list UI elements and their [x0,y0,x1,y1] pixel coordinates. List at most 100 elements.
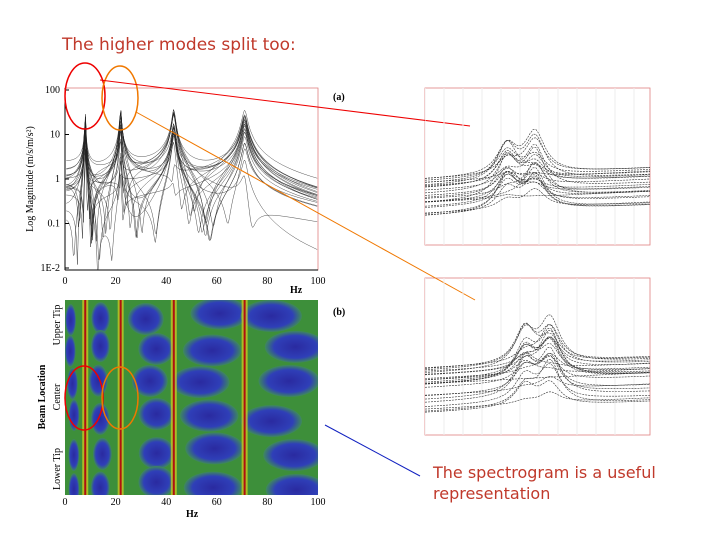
zoom-curve [425,360,650,381]
spectrogram-blob [185,432,244,465]
x-tick-label: 0 [63,497,68,508]
spectrogram-blob [138,437,175,470]
frf-curve [66,125,318,248]
zoom-curve [425,162,650,199]
spectrogram-blob [240,405,303,438]
axis-label: Beam Location [37,364,48,429]
spectrogram-blob [65,335,76,368]
zoom-curve [425,391,650,410]
zoom-curve [425,144,650,194]
spectrogram-blob [190,300,249,330]
x-tick-label: 0 [63,276,68,287]
frf-curve [66,111,318,244]
zoom-plot [424,277,651,436]
mode-line [84,300,87,495]
spectrogram-blob [90,330,110,363]
spectrogram-blob [183,471,243,495]
spectrogram-blob [179,399,239,432]
panel-a: (a) Hz Log Magnitude (m/s/m/s²) 100 10 1 0.… [25,85,345,296]
zoom-curve [425,327,650,385]
spectrogram-blob [182,334,242,367]
zoom-plot [424,87,651,246]
y-tick-label: Lower Tip [52,448,63,490]
zoom-curve [425,343,650,381]
zoom-curve [425,336,650,372]
zoom-curve [425,324,650,368]
caption: representation [433,484,550,503]
zoom-curve [425,352,650,375]
spectrogram-blob [68,439,80,472]
x-tick-label: 40 [161,276,171,287]
y-tick-label: 0.1 [48,219,61,230]
spectrogram-blob [171,366,230,399]
frf-curve [66,118,318,270]
zoom-curve [425,166,650,198]
x-tick-label: 40 [161,497,171,508]
zoom-curve [425,353,650,400]
x-tick-label: 100 [311,497,326,508]
x-tick-label: 60 [212,276,222,287]
axis-label: Hz [186,509,199,520]
zoom-curve [425,358,650,412]
frf-curve [66,127,318,236]
highlight-circle [64,365,104,431]
zoom-curve [425,147,650,203]
spectrogram-blob [263,439,318,472]
frf-curve [66,117,318,241]
zoom-curve [425,363,650,407]
spectrogram-blob [131,364,168,397]
zoom-curve [425,152,650,187]
zoom-curve [425,140,650,183]
connector [324,424,421,477]
frf-curve [66,109,318,220]
caption: The spectrogram is a useful [432,463,656,482]
zoom-curve [425,171,650,196]
spectrogram-blob [91,302,111,335]
zoom-curve [425,323,650,373]
zoom-curve [425,353,650,396]
y-tick-label: Upper Tip [52,305,63,346]
connector [99,79,471,127]
zoom-curve [425,353,650,379]
zoom-curve [425,355,650,388]
mode-line [172,300,175,495]
zoom-curve [425,347,650,403]
zoom-curve [425,336,650,376]
x-tick-label: 20 [111,497,121,508]
highlight-circle [101,65,139,131]
zoom-curve [425,147,650,181]
spectrogram-blob [138,332,175,365]
spectrogram-blob [138,466,175,495]
y-tick-label: 1 [55,174,60,185]
zoom-curve [425,137,650,179]
panel-label: (a) [333,92,345,103]
frf-curve [66,116,318,199]
spectrogram [65,300,318,495]
mode-line [119,300,122,495]
spectrogram-blob [264,330,318,363]
zoom-curves [425,278,650,435]
zoom-curve [425,171,650,207]
zoom-curve [425,171,650,216]
panel-b: (b) Hz Beam Location Upper Tip Center Lowe… [37,300,345,520]
y-tick-label: 1E-2 [41,263,60,274]
connector [135,111,476,301]
y-tick-label: 100 [45,85,60,96]
highlight-circle [101,366,139,430]
spectrogram-blob [90,402,110,435]
zoom-curve [425,133,650,186]
frf-curve [66,112,318,241]
zoom-curve [425,161,650,202]
x-tick-label: 60 [212,497,222,508]
spectrogram-blob [265,473,318,495]
zoom-curve [425,380,650,413]
x-tick-label: 80 [262,276,272,287]
spectrogram-blob [92,437,112,470]
zoom-curve [425,167,650,191]
spectrogram-blob [138,398,175,431]
zoom-curve [425,188,650,214]
frf-curve [66,111,318,238]
frf-curves [66,108,318,270]
panel-label: (b) [333,307,345,318]
x-tick-label: 100 [311,276,326,287]
